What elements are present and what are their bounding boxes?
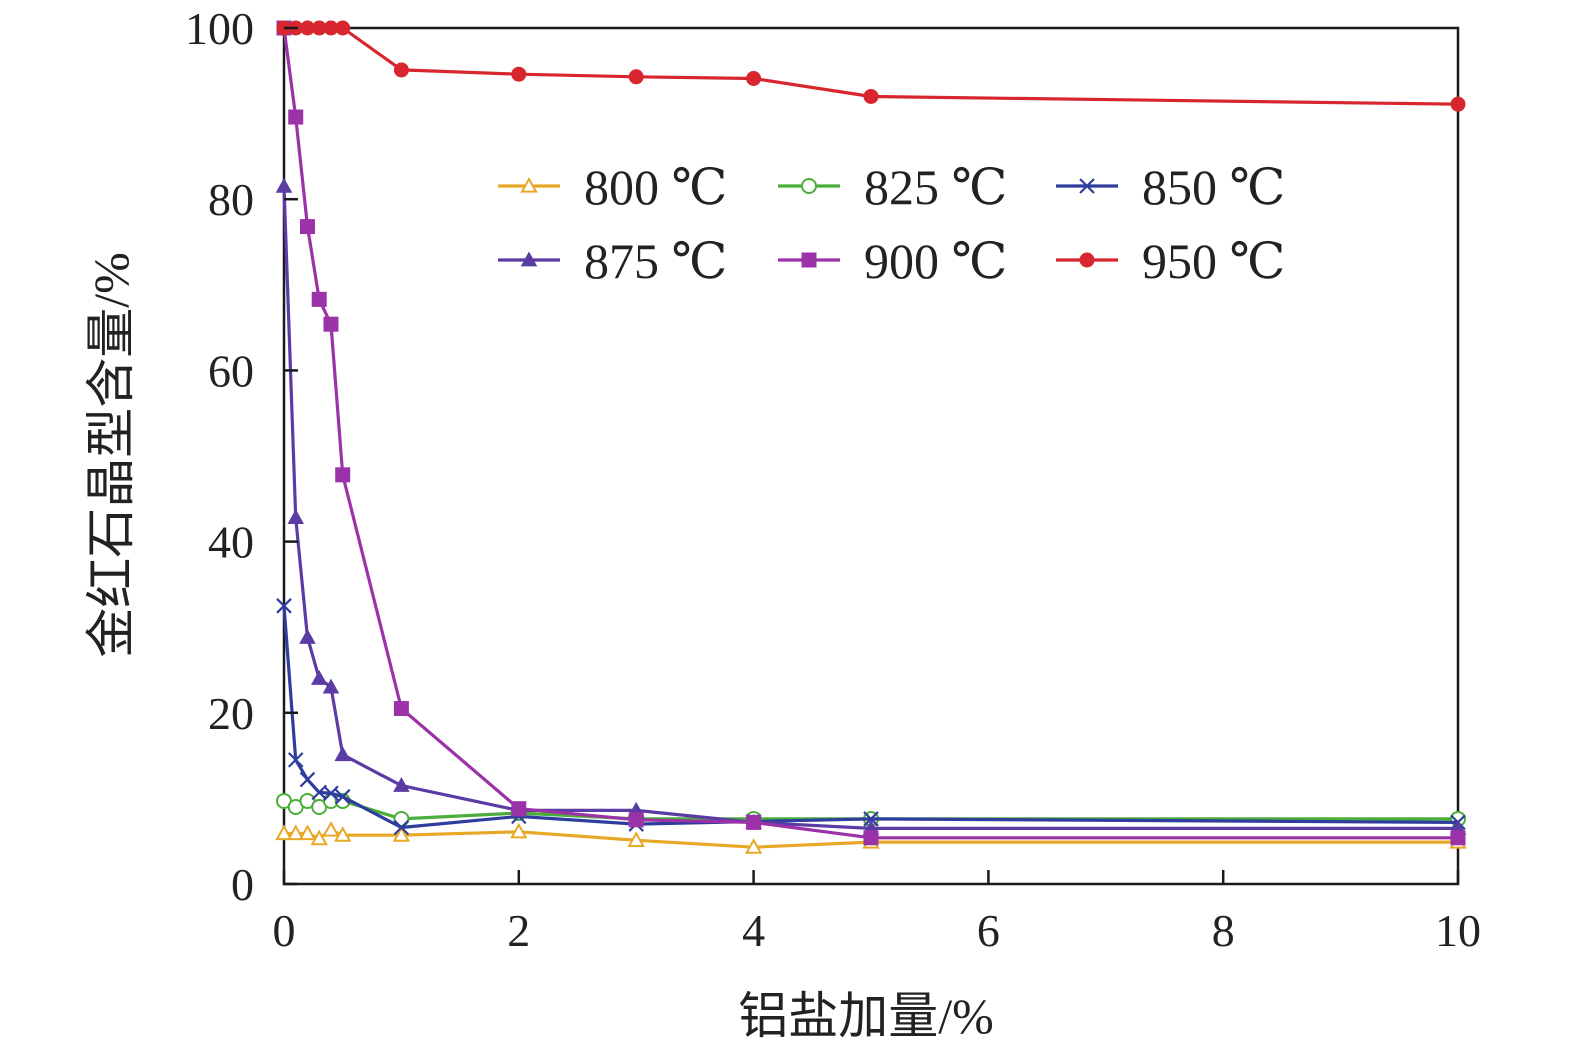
x-tick-label: 10 <box>1435 905 1481 956</box>
data-point <box>627 831 645 847</box>
data-point <box>511 66 527 82</box>
legend-label: 950 ℃ <box>1142 233 1285 289</box>
data-point <box>744 838 763 854</box>
data-point <box>392 826 411 842</box>
legend-label: 875 ℃ <box>584 233 727 289</box>
data-point <box>334 826 352 842</box>
legend-item: 900 ℃ <box>778 233 1007 289</box>
legend: 800 ℃ 825 ℃ 850 ℃ 875 ℃ 900 ℃ 950 ℃ <box>498 159 1285 289</box>
legend-item: 950 ℃ <box>1056 233 1285 289</box>
legend-item: 850 ℃ <box>1056 159 1285 215</box>
series-2 <box>276 598 1466 836</box>
data-point <box>1450 96 1466 112</box>
data-point <box>287 752 304 768</box>
data-point <box>287 824 305 841</box>
legend-item: 875 ℃ <box>498 233 727 289</box>
data-point <box>334 746 351 762</box>
data-point <box>310 829 328 846</box>
data-point <box>287 509 305 524</box>
legend-swatch-marker <box>801 178 817 194</box>
y-axis-title: 金红石晶型含量/% <box>83 252 139 658</box>
legend-label: 800 ℃ <box>584 159 727 215</box>
data-point <box>628 812 644 828</box>
series-layer <box>275 20 1467 854</box>
data-point <box>393 777 410 792</box>
data-point <box>510 822 528 839</box>
series-line <box>282 605 1459 830</box>
y-axis: 0 20 40 60 80 100 <box>185 3 298 910</box>
legend-swatch-marker <box>520 251 538 267</box>
y-tick-label: 100 <box>185 3 254 54</box>
legend-swatch-marker <box>1079 178 1095 194</box>
data-point <box>511 801 527 817</box>
data-point <box>863 811 879 827</box>
data-point <box>335 20 351 36</box>
data-point <box>298 824 317 841</box>
y-tick-label: 80 <box>208 174 254 225</box>
series-line <box>282 27 1458 840</box>
data-point <box>299 771 316 788</box>
plot-frame <box>282 26 1460 886</box>
data-point <box>322 821 340 837</box>
legend-item: 800 ℃ <box>498 159 727 215</box>
y-tick-label: 60 <box>208 345 254 396</box>
data-point <box>323 316 339 332</box>
data-point <box>1450 830 1466 846</box>
data-point <box>334 788 351 805</box>
plot-border <box>282 26 1460 886</box>
x-tick-label: 2 <box>507 905 530 956</box>
data-point <box>275 177 293 193</box>
data-point <box>276 598 292 614</box>
y-tick-label: 20 <box>208 688 254 739</box>
x-tick-label: 6 <box>977 905 1000 956</box>
data-point <box>299 628 316 644</box>
data-point <box>628 69 644 85</box>
x-tick-label: 0 <box>273 905 296 956</box>
data-point <box>310 670 328 685</box>
x-axis-title: 铝盐加量/% <box>738 988 994 1044</box>
data-point <box>863 830 879 846</box>
y-tick-label: 40 <box>208 517 254 568</box>
legend-swatch-marker <box>801 252 817 268</box>
data-point <box>746 814 762 830</box>
data-point <box>288 109 304 125</box>
data-point <box>393 701 409 717</box>
legend-label: 825 ℃ <box>864 159 1007 215</box>
y-tick-label: 0 <box>231 859 254 910</box>
data-point <box>393 62 409 78</box>
data-point <box>323 785 339 802</box>
data-point <box>311 291 327 307</box>
legend-label: 900 ℃ <box>864 233 1007 289</box>
x-tick-label: 8 <box>1212 905 1235 956</box>
series-4 <box>276 20 1466 846</box>
data-point <box>275 824 293 841</box>
data-point <box>393 819 410 836</box>
series-5 <box>276 20 1466 112</box>
data-point <box>322 678 340 694</box>
data-point <box>299 219 315 235</box>
legend-item: 825 ℃ <box>778 159 1007 215</box>
legend-label: 850 ℃ <box>1142 159 1285 215</box>
data-point <box>863 88 879 104</box>
x-axis: 0 2 4 6 8 10 <box>273 870 1481 956</box>
data-point <box>746 71 762 87</box>
data-point <box>335 467 351 483</box>
x-tick-label: 4 <box>742 905 765 956</box>
legend-swatch-marker <box>1079 252 1095 268</box>
legend-swatch-marker <box>520 176 538 193</box>
